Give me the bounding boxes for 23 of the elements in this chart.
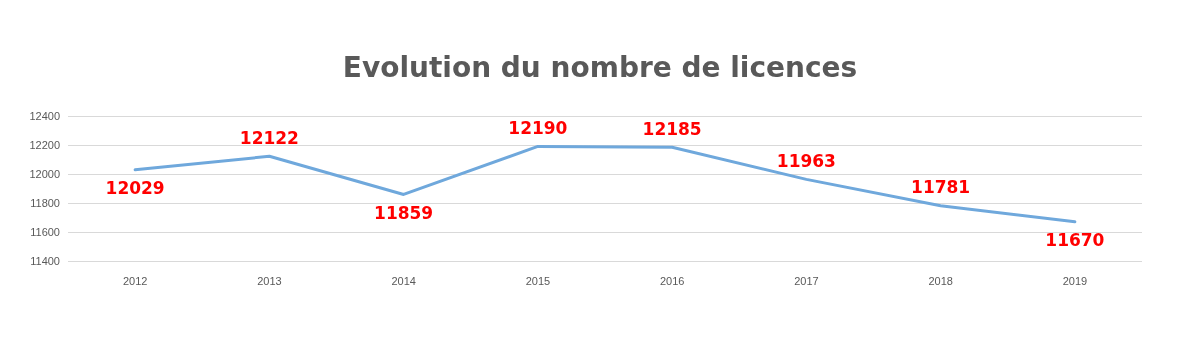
x-tick-label: 2014 [391,274,416,287]
x-tick-label: 2013 [257,274,282,287]
y-tick-label: 11400 [30,255,60,267]
data-label: 11670 [1045,230,1105,251]
y-tick-label: 11600 [30,226,60,238]
chart-title: Evolution du nombre de licences [342,50,858,84]
data-label: 11963 [776,150,836,171]
data-label: 12185 [642,118,702,139]
x-tick-label: 2012 [122,274,148,287]
x-tick-label: 2015 [525,274,551,287]
data-label: 11781 [911,177,971,198]
y-tick-label: 12200 [29,139,60,151]
data-label: 11859 [374,202,434,223]
data-label: 12029 [105,178,165,199]
x-tick-label: 2019 [1062,274,1088,287]
y-tick-label: 12000 [29,168,60,180]
x-tick-label: 2017 [794,274,819,287]
y-tick-label: 12400 [29,110,60,122]
x-tick-label: 2016 [659,274,685,287]
x-tick-label: 2018 [928,274,953,287]
data-label: 12122 [239,127,299,148]
y-tick-label: 11800 [30,197,60,209]
data-label: 12190 [508,117,568,138]
